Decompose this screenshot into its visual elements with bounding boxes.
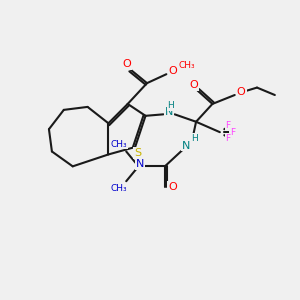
Text: N: N [165,107,173,117]
Text: H: H [167,101,174,110]
Text: O: O [237,87,246,97]
Text: H: H [191,134,198,143]
Text: N: N [135,159,144,169]
Text: CH₃: CH₃ [179,61,196,70]
Text: F: F [226,121,231,130]
Text: CH₃: CH₃ [110,140,127,148]
Text: F: F [226,134,231,143]
Text: CH₃: CH₃ [110,184,127,193]
Text: F: F [230,128,235,137]
Text: O: O [123,59,131,69]
Text: N: N [182,140,190,151]
Text: O: O [169,66,177,76]
Text: O: O [190,80,198,90]
Text: O: O [168,182,177,192]
Text: S: S [134,148,141,158]
